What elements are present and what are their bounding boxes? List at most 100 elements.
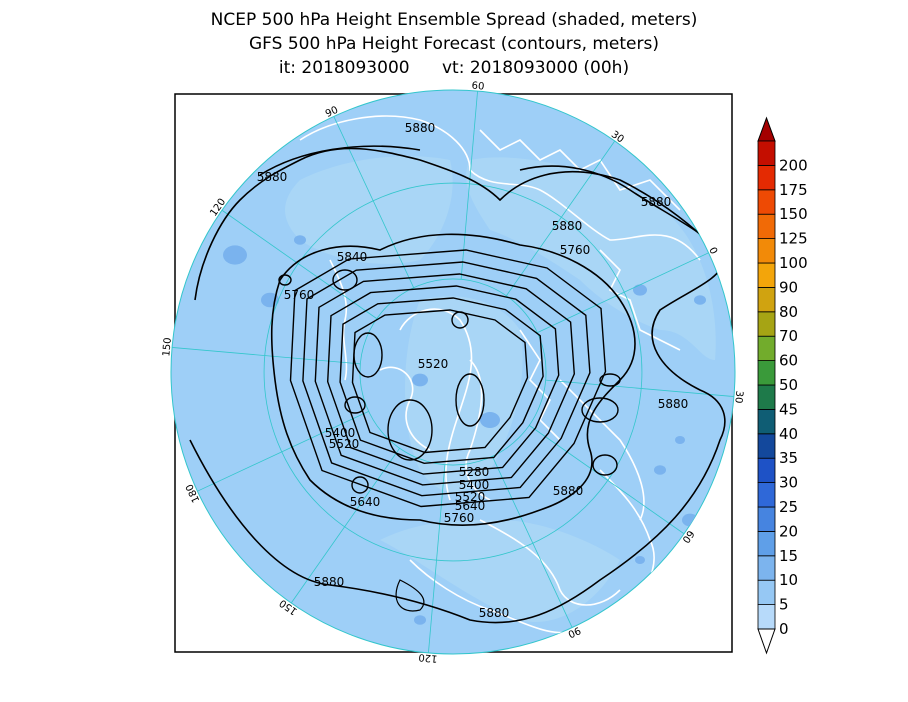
land-mass (380, 520, 620, 622)
spread-patch (480, 412, 500, 428)
colorbar-swatch (757, 360, 776, 386)
contour-label: 5880 (658, 397, 689, 411)
meridian-line (333, 116, 415, 288)
contour-label: 5400 (459, 478, 490, 492)
colorbar-label: 40 (779, 425, 798, 443)
colorbar-swatch (757, 164, 776, 191)
spread-patch (694, 295, 706, 305)
colorbar-label: 25 (779, 498, 798, 516)
colorbar-swatch (757, 457, 776, 484)
land-mass (285, 156, 453, 264)
spread-patches (223, 235, 706, 625)
height-contour (189, 147, 726, 624)
map-layer (172, 91, 734, 653)
meridian-line (290, 448, 400, 604)
contour-label: 5880 (314, 575, 345, 589)
colorbar-swatch (757, 286, 776, 313)
spread-patch (223, 245, 247, 265)
contour-label: 5880 (257, 170, 288, 184)
colorbar-swatch (757, 311, 776, 337)
land-masses (285, 156, 716, 622)
colorbar: 0 5 10 15 20 25 30 35 40 45 50 60 70 80 90 100 125 150 175… (757, 116, 808, 655)
contour-label: 5400 (325, 426, 356, 440)
colorbar-label: 30 (779, 474, 798, 492)
meridian-line (545, 379, 734, 397)
coastline (519, 329, 561, 441)
height-contour (339, 297, 544, 465)
height-contour (395, 579, 425, 612)
colorbar-label: 35 (779, 449, 798, 467)
height-contour (351, 476, 369, 494)
contour-label: 5880 (552, 219, 583, 233)
height-contour (314, 273, 576, 486)
coastline (479, 519, 621, 606)
coastline (599, 249, 681, 351)
colorbar-swatch (757, 579, 776, 606)
contour-label: 5880 (641, 195, 672, 209)
map-titles: NCEP 500 hPa Height Ensemble Spread (sha… (0, 8, 908, 80)
meridian-line (506, 140, 616, 296)
height-contour (581, 397, 619, 423)
spread-patch (654, 465, 666, 475)
colorbar-swatch (757, 189, 776, 215)
colorbar-top-arrow (757, 116, 776, 142)
contour-label: 5760 (560, 243, 591, 257)
contour-label: 5520 (418, 357, 449, 371)
colorbar-swatch (757, 140, 776, 166)
coastline (465, 359, 491, 501)
coastline (559, 379, 645, 521)
title-line-1: NCEP 500 hPa Height Ensemble Spread (sha… (210, 10, 698, 30)
grid-label: 90 (324, 105, 340, 120)
contour-labels: 5880 5880 5880 5880 5880 5880 5880 5880 5840 5760… (257, 121, 689, 620)
spread-patch (294, 235, 306, 245)
spread-patch (633, 284, 647, 296)
height-contour (344, 396, 366, 414)
height-contour (592, 454, 618, 476)
colorbar-swatch (757, 238, 776, 264)
colorbar-swatch (757, 506, 776, 532)
colorbar-label: 70 (779, 327, 798, 345)
land-mass (466, 157, 716, 360)
title-line-3: it: 2018093000 vt: 2018093000 (00h) (278, 58, 630, 78)
colorbar-label: 200 (779, 156, 808, 174)
colorbar-label: 15 (779, 547, 798, 565)
colorbar-label: 10 (779, 571, 798, 589)
spread-patch (675, 436, 685, 444)
contour-label: 5880 (479, 606, 510, 620)
grid-label: 90 (566, 624, 582, 639)
colorbar-swatch (757, 555, 776, 581)
colorbar-label: 60 (779, 352, 798, 370)
colorbar-label: 90 (779, 278, 798, 296)
colorbar-swatch (757, 335, 776, 362)
height-contour (302, 261, 591, 497)
colorbar-swatch (757, 531, 776, 557)
colorbar-label: 80 (779, 303, 798, 321)
contour-label: 5280 (459, 465, 490, 479)
height-contour (387, 399, 433, 461)
colorbar-label: 100 (779, 254, 808, 272)
colorbar-swatch (757, 384, 776, 410)
colorbar-swatch (757, 604, 776, 630)
title-line-2: GFS 500 hPa Height Forecast (contours, m… (249, 34, 659, 54)
contour-label: 5840 (337, 250, 368, 264)
height-contour (332, 269, 358, 291)
contour-label: 5640 (350, 495, 381, 509)
colorbar-swatch (757, 213, 776, 239)
meridian-line (428, 464, 446, 653)
meridian-line (197, 410, 369, 492)
grid-label: 30 (732, 390, 744, 404)
contour-label: 5640 (455, 499, 486, 513)
colorbar-label: 175 (779, 181, 808, 199)
spread-patch (414, 615, 426, 625)
height-contour (353, 332, 383, 378)
grid-label: 60 (471, 81, 485, 93)
latitude-circle (263, 182, 643, 562)
contour-label: 5520 (329, 437, 360, 451)
coastline (329, 259, 348, 381)
colorbar-label: 125 (779, 230, 808, 248)
height-contour (278, 274, 292, 286)
contour-label: 5760 (284, 288, 315, 302)
colorbar-swatch (757, 262, 776, 288)
coastline (409, 559, 581, 634)
